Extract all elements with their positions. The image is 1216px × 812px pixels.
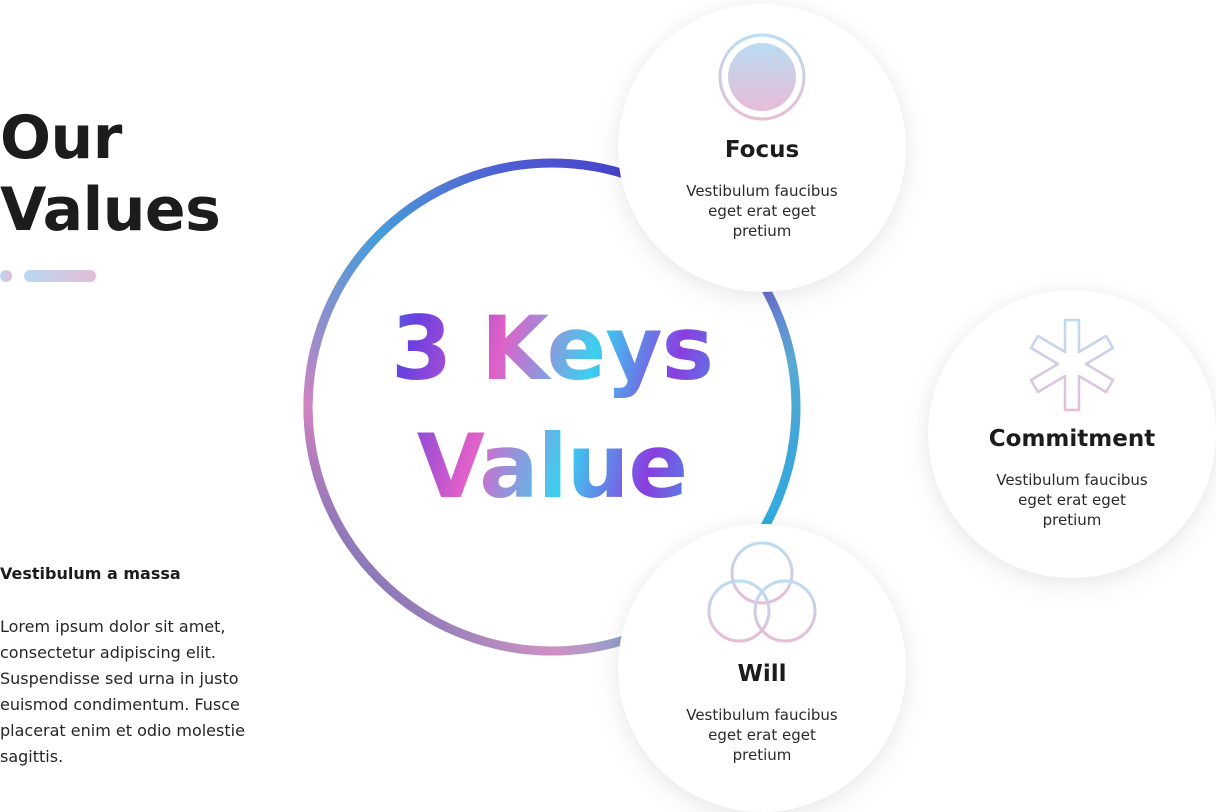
center-line-1: 3 Keys: [391, 297, 713, 400]
center-line-2: Value: [416, 415, 688, 518]
card-description: Vestibulum faucibus eget erat eget preti…: [686, 182, 838, 240]
accent-bar: [24, 270, 96, 282]
gradient-ring: [300, 155, 804, 659]
title-line-1: Our: [0, 103, 122, 173]
card-title: Focus: [724, 137, 800, 163]
card-title: Commitment: [988, 426, 1156, 452]
value-card-focus: Focus Vestibulum faucibus eget erat eget…: [618, 4, 906, 292]
subheading: Vestibulum a massa: [0, 564, 181, 583]
value-card-commitment: Commitment Vestibulum faucibus eget erat…: [928, 290, 1216, 578]
accent-dot: [0, 270, 12, 282]
three-circles-icon: [705, 540, 819, 650]
card-description: Vestibulum faucibus eget erat eget preti…: [996, 471, 1148, 529]
card-title: Will: [737, 661, 787, 687]
card-description: Vestibulum faucibus eget erat eget preti…: [686, 706, 838, 764]
circle-icon: [717, 32, 807, 126]
value-card-will: Will Vestibulum faucibus eget erat eget …: [618, 524, 906, 812]
title-line-2: Values: [0, 175, 221, 245]
title-accent-decoration: [0, 270, 100, 282]
asterisk-icon: [1024, 318, 1120, 418]
body-paragraph: Lorem ipsum dolor sit amet, consectetur …: [0, 617, 245, 766]
center-heading: 3 Keys Value: [300, 290, 804, 526]
page-title: Our Values: [0, 102, 221, 246]
ring-svg: [303, 158, 801, 656]
